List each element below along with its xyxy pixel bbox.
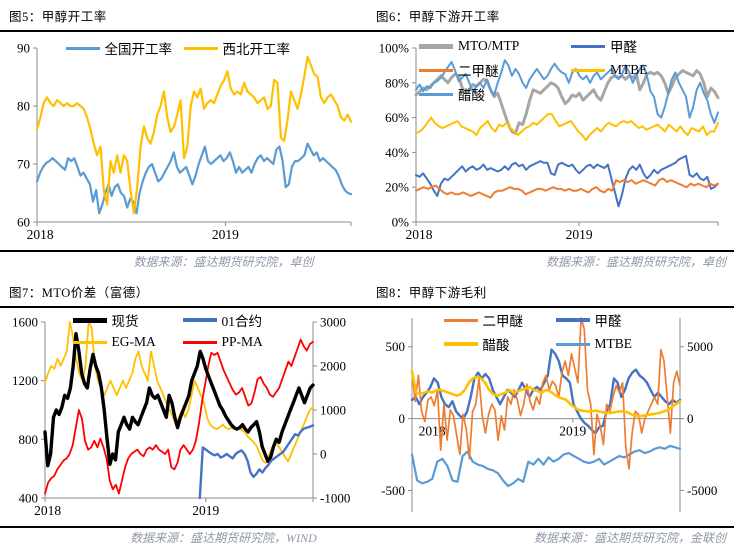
- series-PP-MA: [44, 338, 314, 495]
- divider: [0, 306, 734, 308]
- sources-row-2: 数据来源：盛达期货研究院，WIND 数据来源：盛达期货研究院，金联创: [0, 528, 734, 549]
- chart-canvas-2: 400 800 1200 1600 -1000 0 1000 2000 3000 2018 2019: [12, 315, 350, 519]
- x-axis-tick-label: 2018: [406, 227, 433, 242]
- left-axis-tick-label: -500: [381, 483, 405, 498]
- chart-fig5: 60 70 80 90 2018 2019 全国开工率 西北开工率: [0, 32, 367, 250]
- series-二甲醚: [415, 177, 719, 199]
- right-axis-tick-label: 2000: [320, 359, 346, 374]
- series-二甲醚: [411, 317, 681, 470]
- right-axis-tick-label: 0: [687, 411, 694, 426]
- series-甲醛: [415, 154, 719, 208]
- fig7-title: 图7：MTO价差（富德）: [9, 286, 149, 300]
- chart-canvas-0: 60 70 80 90 2018 2019: [17, 41, 353, 242]
- left-axis-tick-label: 80%: [385, 75, 409, 90]
- fig7-source: 数据来源：盛达期货研究院，WIND: [130, 531, 317, 545]
- series-醋酸: [415, 59, 719, 124]
- axes: 60 70 80 90 2018 2019: [17, 41, 352, 242]
- left-axis-tick-label: 90: [17, 41, 30, 56]
- series-西北开工率: [35, 55, 353, 215]
- x-axis-tick-label: 2018: [34, 503, 61, 518]
- right-axis-tick-label: 0: [320, 447, 327, 462]
- titles-row-1: 图5：甲醇开工率 图6：甲醇下游开工率: [0, 0, 734, 30]
- series-01合约: [198, 424, 315, 500]
- fig8-source: 数据来源：盛达期货研究院，金联创: [533, 531, 726, 545]
- chart-fig8: -500 0 500 -5000 0 5000 2018 2019 二甲醚 甲醛 醋酸 MTBE: [367, 308, 734, 526]
- left-axis-tick-label: 1600: [12, 315, 38, 330]
- left-axis-tick-label: 40%: [385, 145, 409, 160]
- left-axis-tick-label: 500: [386, 339, 406, 354]
- axes: 400 800 1200 1600 -1000 0 1000 2000 3000 2018 2019: [12, 315, 350, 519]
- x-axis-tick-label: 2018: [27, 227, 54, 242]
- right-axis-tick-label: 3000: [320, 315, 346, 330]
- right-axis-tick-label: -5000: [687, 483, 717, 498]
- fig5-title: 图5：甲醇开工率: [9, 10, 107, 24]
- series-MTBE: [410, 444, 682, 488]
- divider: [0, 30, 734, 32]
- left-axis-tick-label: 1200: [12, 373, 38, 388]
- axes: 0% 20% 40% 60% 80% 100% 2018 2019: [379, 41, 719, 242]
- left-axis-tick-label: 20%: [385, 180, 409, 195]
- fig5-source: 数据来源：盛达期货研究院，卓创: [133, 255, 314, 269]
- left-axis-tick-label: 60%: [385, 110, 409, 125]
- left-axis-tick-label: 800: [19, 432, 39, 447]
- fig8-title: 图8：甲醇下游毛利: [376, 286, 487, 300]
- chart-fig6: 0% 20% 40% 60% 80% 100% 2018 2019 MTO/MTP 甲醛 二甲醚 MT…: [367, 32, 734, 250]
- series-醋酸: [410, 369, 682, 418]
- x-axis-tick-label: 2019: [559, 424, 586, 439]
- left-axis-tick-label: 0%: [392, 215, 410, 230]
- charts-row-2: 400 800 1200 1600 -1000 0 1000 2000 3000 2018 2019…: [0, 308, 734, 526]
- right-axis-tick-label: 1000: [320, 403, 346, 418]
- fig6-source: 数据来源：盛达期货研究院，卓创: [545, 255, 726, 269]
- chart-fig7: 400 800 1200 1600 -1000 0 1000 2000 3000 2018 2019…: [0, 308, 367, 526]
- left-axis-tick-label: 80: [17, 99, 30, 114]
- divider: [0, 250, 734, 252]
- x-axis-tick-label: 2019: [192, 503, 219, 518]
- divider: [0, 526, 734, 528]
- left-axis-tick-label: 70: [17, 157, 30, 172]
- x-axis-tick-label: 2019: [212, 227, 239, 242]
- series-全国开工率: [35, 142, 353, 215]
- left-axis-tick-label: 100%: [379, 41, 410, 56]
- charts-row-1: 60 70 80 90 2018 2019 全国开工率 西北开工率 0% 20% 40% 60% 80…: [0, 32, 734, 250]
- x-axis-tick-label: 2019: [566, 227, 593, 242]
- series-MTO/MTP: [414, 69, 720, 135]
- left-axis-tick-label: 400: [19, 491, 39, 506]
- left-axis-tick-label: 60: [17, 215, 30, 230]
- series-现货: [43, 332, 315, 468]
- left-axis-tick-label: 0: [399, 411, 406, 426]
- series-MTBE: [415, 113, 719, 142]
- right-axis-tick-label: 5000: [687, 339, 713, 354]
- right-axis-tick-label: -1000: [320, 491, 350, 506]
- sources-row-1: 数据来源：盛达期货研究院，卓创 数据来源：盛达期货研究院，卓创: [0, 252, 734, 273]
- chart-canvas-1: 0% 20% 40% 60% 80% 100% 2018 2019: [379, 41, 720, 242]
- fig6-title: 图6：甲醇下游开工率: [376, 10, 500, 24]
- titles-row-2: 图7：MTO价差（富德） 图8：甲醇下游毛利: [0, 273, 734, 306]
